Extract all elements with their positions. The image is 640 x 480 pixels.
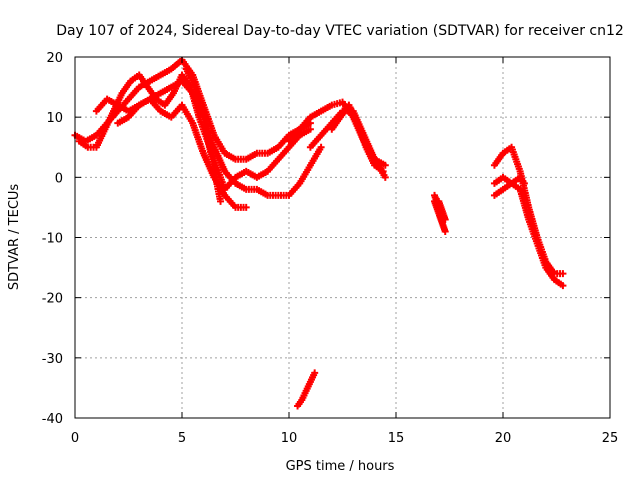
x-tick-label: 10	[281, 431, 298, 446]
y-tick-label: 20	[46, 51, 63, 66]
y-tick-label: -20	[42, 292, 63, 307]
data-points	[71, 56, 567, 410]
y-tick-label: -30	[42, 352, 63, 367]
data-point	[381, 161, 389, 169]
series-track-13	[490, 173, 528, 199]
series-track-12	[490, 173, 567, 290]
y-tick-label: -40	[42, 412, 63, 427]
chart-title: Day 107 of 2024, Sidereal Day-to-day VTE…	[56, 23, 624, 39]
y-axis-label: SDTVAR / TECUs	[7, 184, 22, 291]
series-track-5	[182, 65, 225, 205]
series-track-8	[328, 101, 387, 175]
data-point	[311, 369, 319, 377]
x-tick-label: 5	[178, 431, 186, 446]
series-track-1	[71, 56, 314, 163]
data-point	[306, 125, 314, 133]
data-point	[242, 203, 250, 211]
data-point	[317, 143, 325, 151]
data-point	[217, 197, 225, 205]
axis-ticks: 0 5 10 15 20 25 -40 -30 -20 -10 0 10 20	[42, 51, 619, 446]
data-point	[379, 167, 387, 175]
data-point	[559, 270, 567, 278]
y-tick-label: -10	[42, 232, 63, 247]
x-tick-label: 15	[388, 431, 405, 446]
x-tick-label: 25	[602, 431, 619, 446]
data-point	[381, 173, 389, 181]
x-tick-label: 20	[495, 431, 512, 446]
data-point	[441, 227, 449, 235]
y-tick-label: 0	[55, 171, 63, 186]
y-tick-label: 10	[46, 111, 63, 126]
x-tick-label: 0	[71, 431, 79, 446]
data-point	[441, 215, 449, 223]
x-axis-label: GPS time / hours	[286, 459, 395, 474]
data-point	[520, 179, 528, 187]
series-track-14	[294, 369, 319, 410]
series-track-10	[431, 191, 449, 223]
data-point	[559, 282, 567, 290]
